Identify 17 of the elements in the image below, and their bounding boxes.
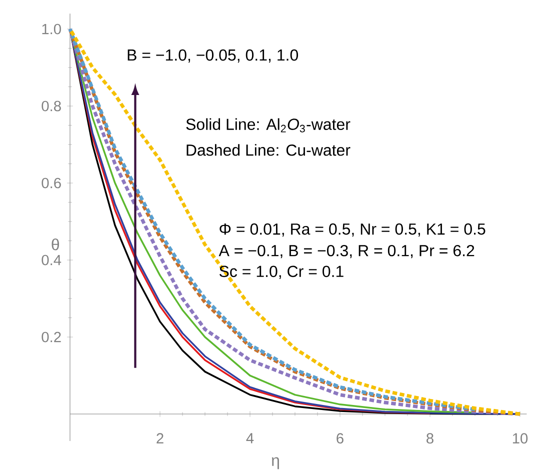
- x-tick-label: 6: [336, 433, 344, 444]
- x-axis-title: η: [272, 457, 279, 470]
- y-tick-label: 0.6: [42, 178, 61, 188]
- y-tick-label: 0.2: [42, 332, 61, 342]
- y-axis-title: θ: [52, 238, 60, 250]
- x-tick-label: 4: [246, 433, 254, 444]
- y-tick-label: 1.0: [42, 24, 61, 34]
- annotation: A = −0.1, B = −0.3, R = 0.1, Pr = 6.2: [218, 244, 474, 258]
- annotation: Dashed Line: Cu-water: [186, 144, 350, 156]
- y-tick-label: 0.4: [42, 254, 62, 266]
- x-tick-label: 8: [426, 433, 434, 444]
- annotation: Solid Line: Al$_{2}$O$_{3}$-water: [186, 118, 350, 132]
- y-tick-label: 0.8: [42, 100, 61, 112]
- annotation: Φ = 0.01, Ra = 0.5, Nr = 0.5, K1 = 0.5: [220, 223, 486, 237]
- annotation: B = −1.0, −0.05, 0.1, 1.0: [128, 49, 298, 63]
- x-tick-label: 10: [512, 433, 528, 444]
- x-tick-label: 2: [156, 433, 164, 444]
